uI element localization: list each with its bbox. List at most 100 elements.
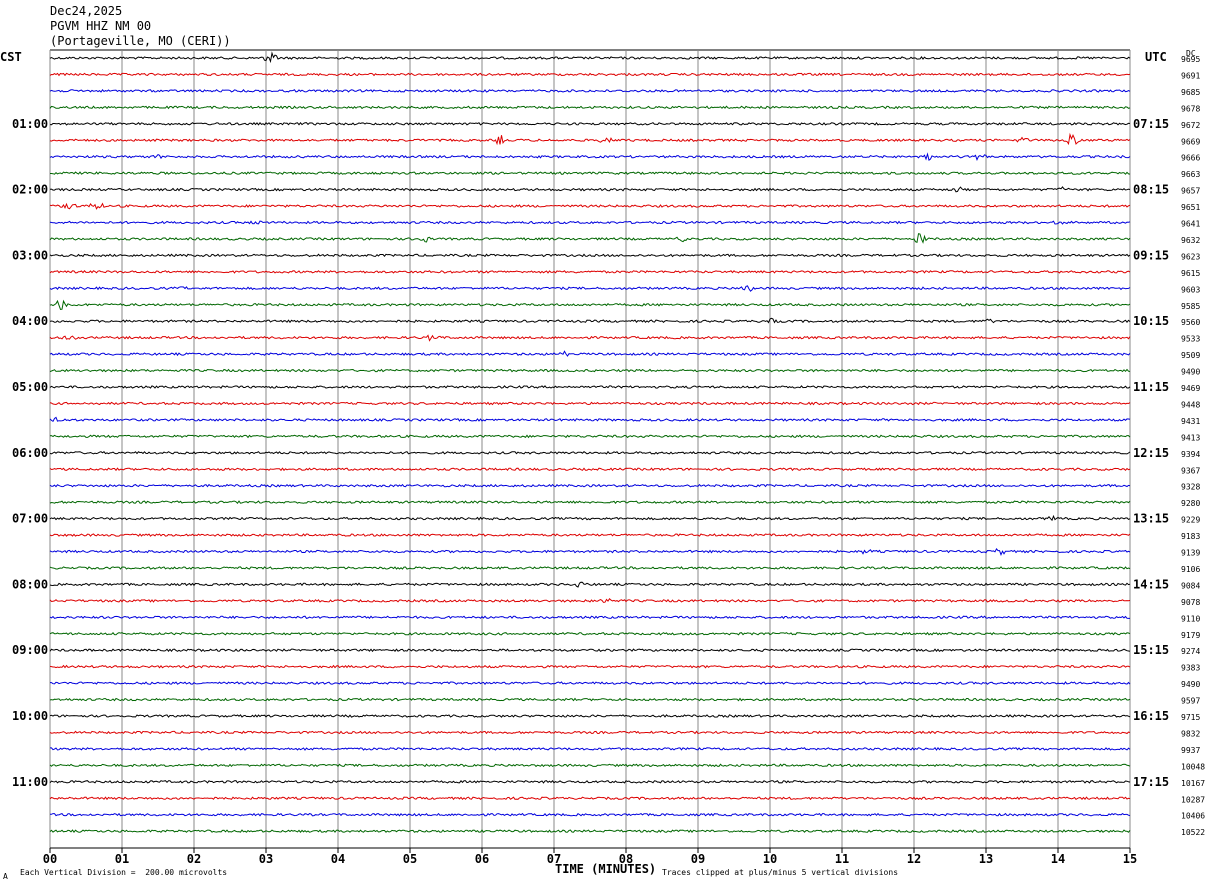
dc-offset-label: 9084 <box>1181 581 1200 590</box>
dc-offset-label: 9666 <box>1181 154 1200 163</box>
time-axis: 00 01 02 03 04 05 06 07 08 09 10 11 12 13 14 15 <box>43 847 1137 866</box>
dc-offset-label: 9328 <box>1181 483 1200 492</box>
seismic-trace <box>49 598 1131 603</box>
dc-offset-label: 9691 <box>1181 71 1200 80</box>
right-timezone-label: UTC <box>1145 50 1167 64</box>
trace-group <box>49 51 1131 834</box>
seismic-trace <box>49 796 1131 801</box>
seismic-trace <box>49 350 1131 357</box>
seismic-trace <box>49 533 1131 537</box>
dc-offset-label: 9078 <box>1181 598 1200 607</box>
left-hour-label: 02:00 <box>12 183 48 197</box>
dc-offset-label: 9832 <box>1181 729 1200 738</box>
dc-offset-label: 9715 <box>1181 713 1200 722</box>
dc-offset-label: 9623 <box>1181 252 1200 261</box>
seismic-trace <box>49 152 1131 162</box>
dc-offset-label: 9533 <box>1181 335 1200 344</box>
right-hour-label: 16:15 <box>1133 709 1169 723</box>
left-hour-label: 03:00 <box>12 248 48 262</box>
dc-offset-label: 9632 <box>1181 236 1200 245</box>
x-tick-label: 11 <box>835 852 849 866</box>
dc-offset-label: 9394 <box>1181 450 1200 459</box>
header-location: (Portageville, MO (CERI)) <box>50 34 231 48</box>
right-hour-label: 17:15 <box>1133 775 1169 789</box>
dc-offset-label: 10167 <box>1181 779 1205 788</box>
dc-offset-label: 9229 <box>1181 516 1200 525</box>
dc-offset-label: 10287 <box>1181 795 1205 804</box>
header-date: Dec24,2025 <box>50 4 123 18</box>
seismic-trace <box>49 270 1131 274</box>
dc-offset-label: 9657 <box>1181 187 1200 196</box>
x-tick-label: 02 <box>187 852 201 866</box>
dc-offset-label: 9678 <box>1181 104 1200 113</box>
x-tick-label: 15 <box>1123 852 1137 866</box>
seismic-trace <box>49 763 1131 768</box>
right-hour-label: 14:15 <box>1133 577 1169 591</box>
dc-offset-label: 9413 <box>1181 433 1200 442</box>
right-hour-label: 09:15 <box>1133 248 1169 262</box>
seismic-trace <box>49 220 1131 225</box>
right-hour-label: 10:15 <box>1133 314 1169 328</box>
seismic-trace <box>49 105 1131 110</box>
seismic-trace <box>49 514 1131 522</box>
seismic-trace <box>49 121 1131 126</box>
seismic-trace <box>49 416 1131 422</box>
seismic-trace <box>49 233 1131 244</box>
seismic-trace <box>49 697 1131 702</box>
dc-offset-label: 9367 <box>1181 466 1200 475</box>
header-station: PGVM HHZ NM 00 <box>50 19 152 33</box>
right-hour-label: 11:15 <box>1133 380 1169 394</box>
dc-offset-label: 9490 <box>1181 680 1200 689</box>
right-hour-label: 12:15 <box>1133 446 1169 460</box>
dc-offset-label: 9179 <box>1181 631 1200 640</box>
dc-offset-label: 9509 <box>1181 351 1200 360</box>
dc-offset-label: 9615 <box>1181 269 1200 278</box>
dc-offset-label: 9603 <box>1181 285 1200 294</box>
seismic-trace <box>49 664 1131 669</box>
footer-scale-note: Each Vertical Division = 200.00 microvol… <box>20 868 228 877</box>
seismic-trace <box>49 317 1131 324</box>
left-hour-label: 04:00 <box>12 314 48 328</box>
dc-label: DC <box>1186 49 1196 58</box>
dc-offset-label: 9651 <box>1181 203 1200 212</box>
dc-offset-label: 10522 <box>1181 828 1205 837</box>
seismic-trace <box>49 202 1131 210</box>
corner-mark: A <box>3 872 8 881</box>
dc-offset-label: 9585 <box>1181 302 1200 311</box>
dc-offset-label: 9560 <box>1181 318 1200 327</box>
dc-offset-label: 9139 <box>1181 549 1200 558</box>
right-hour-label: 13:15 <box>1133 512 1169 526</box>
dc-offset-label: 9663 <box>1181 170 1200 179</box>
seismic-trace <box>49 253 1131 258</box>
dc-offset-label: 9383 <box>1181 664 1200 673</box>
seismic-trace <box>49 401 1131 406</box>
x-tick-label: 12 <box>907 852 921 866</box>
x-tick-label: 03 <box>259 852 273 866</box>
x-tick-label: 08 <box>619 852 633 866</box>
left-timezone-label: CST <box>0 50 22 64</box>
left-hour-label: 09:00 <box>12 643 48 657</box>
dc-offset-label: 9469 <box>1181 384 1200 393</box>
left-hour-label: 11:00 <box>12 775 48 789</box>
dc-offset-label: 9641 <box>1181 220 1200 229</box>
seismic-trace <box>50 746 1131 751</box>
seismic-trace <box>49 334 1131 342</box>
left-hour-label: 07:00 <box>12 512 48 526</box>
left-hour-label: 06:00 <box>12 446 48 460</box>
x-tick-label: 13 <box>979 852 993 866</box>
seismic-trace <box>50 171 1131 175</box>
dc-offset-label: 10406 <box>1181 812 1205 821</box>
x-tick-label: 00 <box>43 852 57 866</box>
dc-offset-label: 9280 <box>1181 499 1200 508</box>
footer-clip-note: Traces clipped at plus/minus 5 vertical … <box>662 868 899 877</box>
dc-offset-label: 9110 <box>1181 614 1200 623</box>
dc-offset-label: 9597 <box>1181 697 1200 706</box>
minute-grid <box>49 49 1131 848</box>
seismic-trace <box>49 299 1131 310</box>
dc-offset-label: 9274 <box>1181 647 1200 656</box>
seismic-trace <box>49 615 1130 620</box>
seismic-trace <box>49 581 1131 588</box>
x-tick-label: 06 <box>475 852 489 866</box>
left-hour-label: 10:00 <box>12 709 48 723</box>
x-tick-label: 01 <box>115 852 129 866</box>
